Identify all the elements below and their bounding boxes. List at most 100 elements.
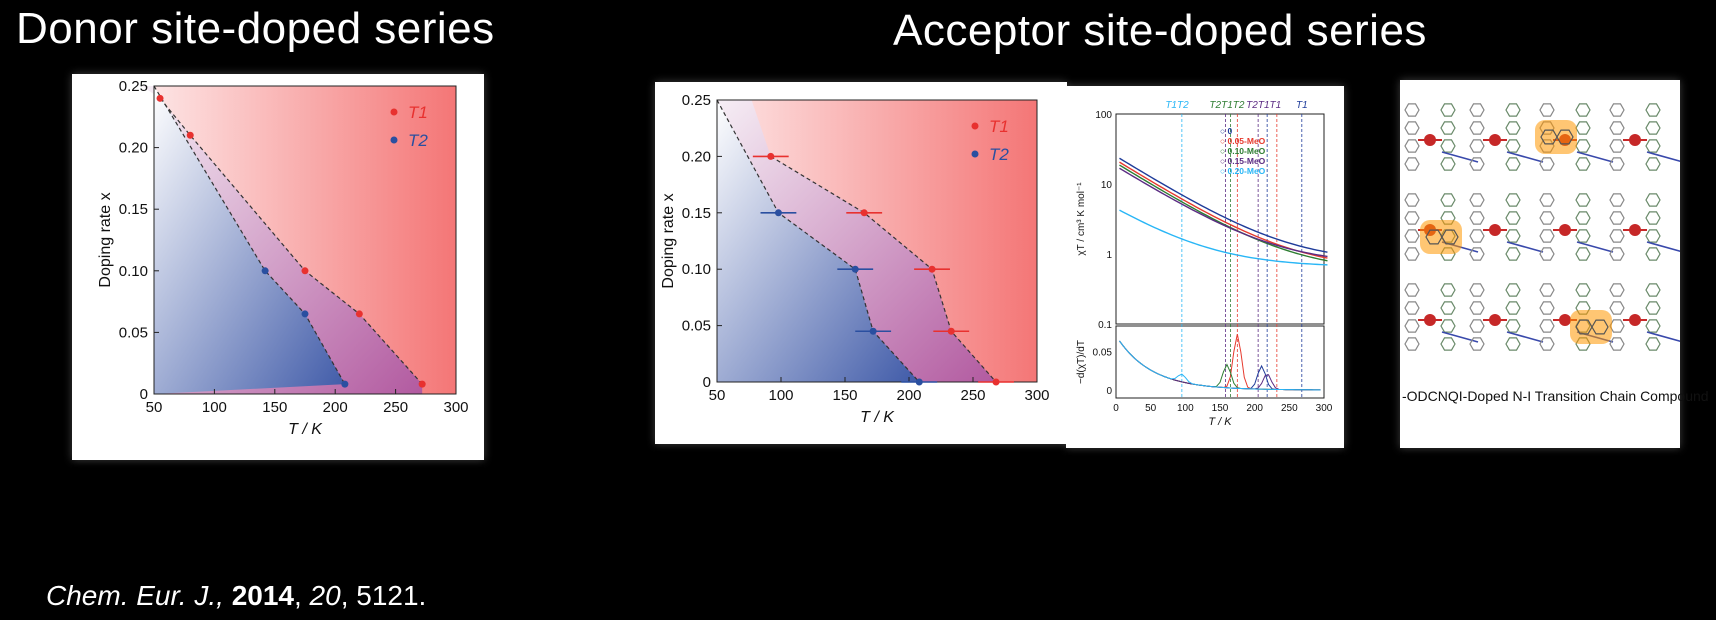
- ligand-ring: [1609, 247, 1625, 261]
- ligand-ring: [1609, 319, 1625, 333]
- ligand-ring: [1404, 229, 1420, 243]
- x-tick-label: 150: [262, 399, 287, 416]
- t1-point: [355, 310, 363, 318]
- ligand-ring: [1404, 247, 1420, 261]
- x-tick-label: 50: [146, 399, 163, 416]
- ligand-ring: [1645, 301, 1661, 315]
- y-tick-label: 100: [1095, 110, 1112, 121]
- ligand-ring: [1469, 319, 1485, 333]
- ligand-ring: [1440, 337, 1456, 351]
- bridging-bond: [1506, 241, 1544, 253]
- legend-label: ○ 0.05-MeO: [1220, 136, 1266, 146]
- bridging-bond: [1646, 151, 1680, 162]
- ligand-ring: [1404, 301, 1420, 315]
- acceptor-heading: Acceptor site-doped series: [893, 6, 1427, 55]
- t1-point: [860, 209, 868, 217]
- t2-legend-marker: [971, 150, 979, 158]
- t2-point: [301, 310, 309, 318]
- lower-plot-frame: [1115, 325, 1325, 399]
- ligand-ring: [1609, 211, 1625, 225]
- ligand-ring: [1645, 283, 1661, 297]
- ligand-ring: [1469, 103, 1485, 117]
- ligand-ring: [1539, 211, 1555, 225]
- ligand-ring: [1539, 193, 1555, 207]
- ligand-ring: [1645, 337, 1661, 351]
- t1-point: [767, 152, 775, 160]
- low-temperature-region: [717, 100, 920, 382]
- citation-year: 2014: [231, 580, 294, 611]
- chi-t-curve: [1119, 167, 1328, 258]
- y-tick-label: 0.05: [119, 324, 148, 341]
- ligand-ring: [1609, 103, 1625, 117]
- susceptibility-plot: 0 50 100 150 200 250 300 T / K 0.1 1 10 100 0 0.05 χT …: [1076, 100, 1333, 428]
- ligand-ring: [1645, 247, 1661, 261]
- ligand-ring: [1645, 229, 1661, 243]
- ligand-ring: [1469, 283, 1485, 297]
- ligand-ring: [1645, 157, 1661, 171]
- citation-pages: , 5121.: [340, 580, 427, 611]
- ligand-ring: [1609, 193, 1625, 207]
- y-tick-label: 0.15: [119, 201, 148, 218]
- x-tick-label: 200: [896, 387, 921, 404]
- transition-label: T1T2: [1165, 100, 1189, 111]
- ligand-ring: [1539, 319, 1555, 333]
- chain-structure-image: [1404, 103, 1680, 351]
- t2-point: [869, 327, 877, 335]
- x-tick-label: 200: [1246, 403, 1263, 414]
- dopant-ring: [1591, 319, 1609, 335]
- chi-t-curve: [1119, 164, 1328, 262]
- t2-legend-marker: [390, 136, 398, 144]
- ligand-ring: [1505, 301, 1521, 315]
- y-axis-label: Doping rate x: [660, 193, 677, 288]
- legend-label: ○ 0.10-MeO: [1220, 146, 1266, 156]
- bridging-bond: [1506, 331, 1544, 343]
- ligand-ring: [1609, 121, 1625, 135]
- legend-label: ○ 0.20-MeO: [1220, 166, 1266, 176]
- chi-t-curve: [1119, 209, 1328, 266]
- ligand-ring: [1505, 283, 1521, 297]
- t1-point: [301, 267, 309, 275]
- ligand-ring: [1469, 337, 1485, 351]
- bridging-bond: [1646, 331, 1680, 342]
- ligand-ring: [1404, 139, 1420, 153]
- plot-frame: [716, 99, 1038, 383]
- ligand-ring: [1609, 301, 1625, 315]
- ligand-ring: [1404, 193, 1420, 207]
- y-tick-label: 0: [703, 374, 711, 391]
- dopant-ring: [1575, 319, 1593, 335]
- ligand-ring: [1609, 157, 1625, 171]
- chi-t-curve: [1119, 157, 1328, 253]
- ligand-ring: [1645, 103, 1661, 117]
- x-tick-label: 100: [202, 399, 227, 416]
- y-tick-label: 0.05: [1093, 347, 1113, 358]
- t1-legend-marker: [971, 122, 979, 130]
- x-axis-label: T / K: [860, 409, 895, 426]
- ligand-ring: [1505, 211, 1521, 225]
- t1-legend-marker: [390, 108, 398, 116]
- x-tick-label: 50: [709, 387, 726, 404]
- ligand-ring: [1469, 247, 1485, 261]
- ligand-ring: [1505, 229, 1521, 243]
- ligand-ring: [1440, 193, 1456, 207]
- ligand-ring: [1505, 121, 1521, 135]
- t1-point: [156, 94, 164, 102]
- ligand-ring: [1609, 139, 1625, 153]
- ligand-ring: [1575, 229, 1591, 243]
- donor-phase-diagram: 50 100 150 200 250 300 0 0.05 0.10 0.15 0.20 0.25 T …: [97, 78, 469, 438]
- t1-point: [992, 378, 1000, 386]
- ligand-ring: [1575, 283, 1591, 297]
- y-tick-label: 0.25: [682, 92, 711, 109]
- y-tick-label: 0.05: [682, 318, 711, 335]
- derivative-curve: [1119, 340, 1321, 391]
- dopant-highlight: [1420, 220, 1462, 254]
- donor-chart-card: 50 100 150 200 250 300 0 0.05 0.10 0.15 0.20 0.25 T …: [72, 74, 484, 460]
- citation-journal: Chem. Eur. J.,: [46, 580, 224, 611]
- ligand-ring: [1575, 139, 1591, 153]
- ligand-ring: [1505, 247, 1521, 261]
- x-tick-label: 100: [1177, 403, 1194, 414]
- x-tick-label: 150: [1212, 403, 1229, 414]
- ligand-ring: [1645, 139, 1661, 153]
- crystal-structure-card: -ODCNQI-Doped N-I Transition Chain Compo…: [1400, 80, 1709, 448]
- ligand-ring: [1575, 211, 1591, 225]
